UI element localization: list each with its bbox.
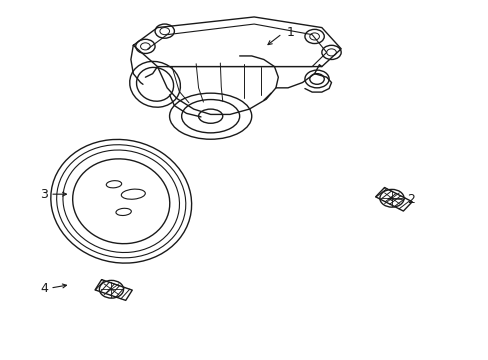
Text: 2: 2 [407, 193, 414, 206]
Text: 4: 4 [40, 282, 48, 294]
Text: 1: 1 [286, 26, 294, 39]
Text: 3: 3 [40, 188, 48, 201]
